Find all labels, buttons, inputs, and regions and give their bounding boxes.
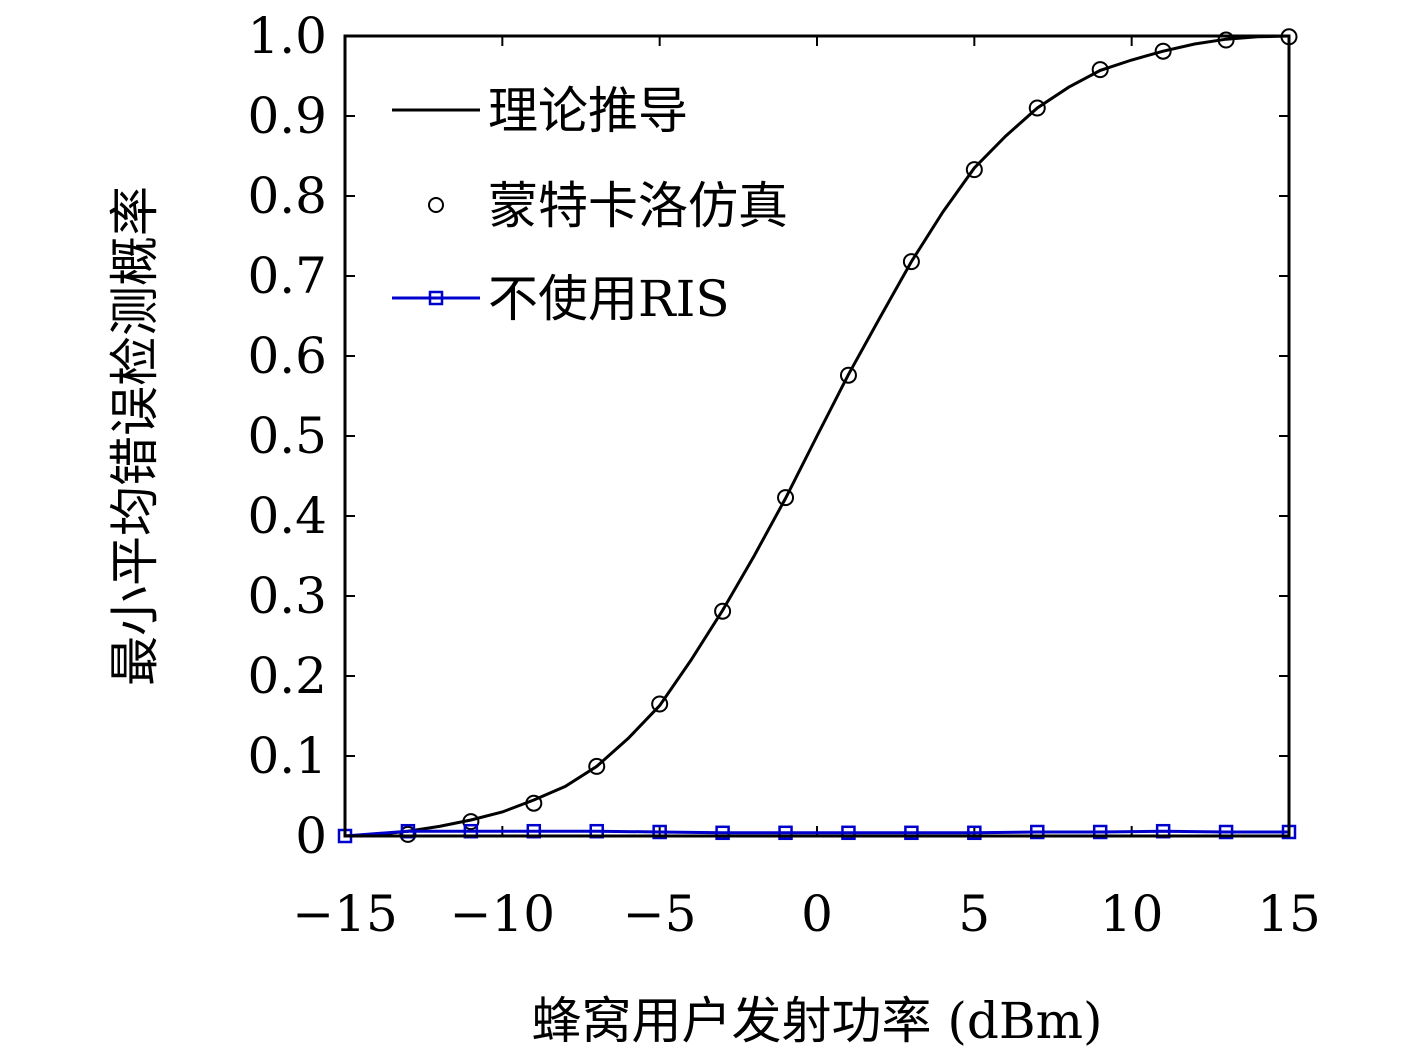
y-tick-label: 0.2 [247, 647, 327, 705]
circle-marker [839, 366, 857, 384]
circle-marker [588, 757, 606, 775]
legend-circle-sample [428, 197, 444, 213]
y-tick-label: 0.4 [247, 487, 327, 545]
y-tick-label: 1.0 [247, 7, 327, 65]
y-tick-label: 0.6 [247, 327, 327, 385]
circle-marker [1217, 31, 1235, 49]
square-marker [1030, 824, 1045, 840]
series-layer [337, 28, 1298, 844]
square-marker [652, 824, 667, 840]
circle-marker [777, 489, 795, 507]
legend-label: 不使用RIS [488, 270, 730, 328]
square-marker [904, 825, 919, 841]
series-line-no-ris [344, 829, 1289, 838]
x-tick-label: 15 [1257, 885, 1321, 943]
y-tick-label: 0.8 [247, 167, 327, 225]
y-tick-label: 0.7 [247, 247, 327, 305]
x-axis-title: 蜂窝用户发射功率 (dBm) [531, 992, 1102, 1050]
series-line-theory [344, 34, 1290, 838]
x-tick-label: 0 [801, 885, 833, 943]
plot-frame [343, 34, 1291, 838]
circle-marker [714, 602, 732, 620]
legend-label: 蒙特卡洛仿真 [488, 177, 788, 235]
series-2 [399, 28, 1298, 843]
square-marker [778, 825, 793, 841]
x-axis-ticks: −15 −10 −5 0 5 10 15 [292, 36, 1321, 943]
square-marker [1218, 824, 1234, 840]
y-axis-ticks: 0 0.1 0.2 0.3 0.4 0.5 0.6 0.7 0.8 0.9 1.0 [247, 7, 1289, 865]
circle-marker [1154, 42, 1172, 60]
y-tick-label: 0 [295, 807, 327, 865]
circle-marker [902, 253, 920, 271]
square-marker [715, 825, 730, 841]
circle-marker [462, 813, 480, 831]
legend-label: 理论推导 [488, 82, 688, 140]
legend-square-sample [428, 290, 444, 306]
y-tick-label: 0.5 [247, 407, 327, 465]
circle-marker [525, 794, 543, 812]
x-tick-label: 5 [958, 885, 990, 943]
square-marker [1092, 824, 1108, 840]
square-marker [841, 825, 856, 841]
x-tick-label: −15 [292, 885, 398, 943]
x-tick-label: −5 [623, 885, 697, 943]
series-3 [337, 823, 1297, 844]
circle-marker [399, 825, 417, 843]
series-1 [344, 34, 1290, 838]
circle-marker [1091, 61, 1109, 79]
x-tick-label: −10 [450, 885, 556, 943]
circle-marker [965, 161, 983, 179]
y-tick-label: 0.3 [247, 567, 327, 625]
circle-marker [651, 695, 669, 713]
y-axis-title: 最小平均错误检测概率 [106, 186, 164, 686]
x-tick-label: 10 [1100, 885, 1164, 943]
square-marker [967, 825, 982, 841]
y-tick-label: 0.9 [247, 87, 327, 145]
circle-marker [1028, 99, 1046, 117]
y-tick-label: 0.1 [247, 727, 327, 785]
